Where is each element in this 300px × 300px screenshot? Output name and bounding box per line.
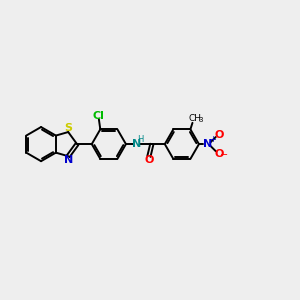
Text: N: N [64,155,73,165]
Text: Cl: Cl [93,111,105,121]
Text: −: − [220,150,228,160]
Text: 3: 3 [199,117,203,123]
Text: S: S [64,123,73,133]
Text: O: O [214,148,224,158]
Text: H: H [137,136,144,145]
Text: CH: CH [189,114,202,123]
Text: N: N [203,139,213,149]
Text: O: O [214,130,224,140]
Text: O: O [144,155,154,165]
Text: N: N [133,139,142,149]
Text: +: + [210,136,217,145]
